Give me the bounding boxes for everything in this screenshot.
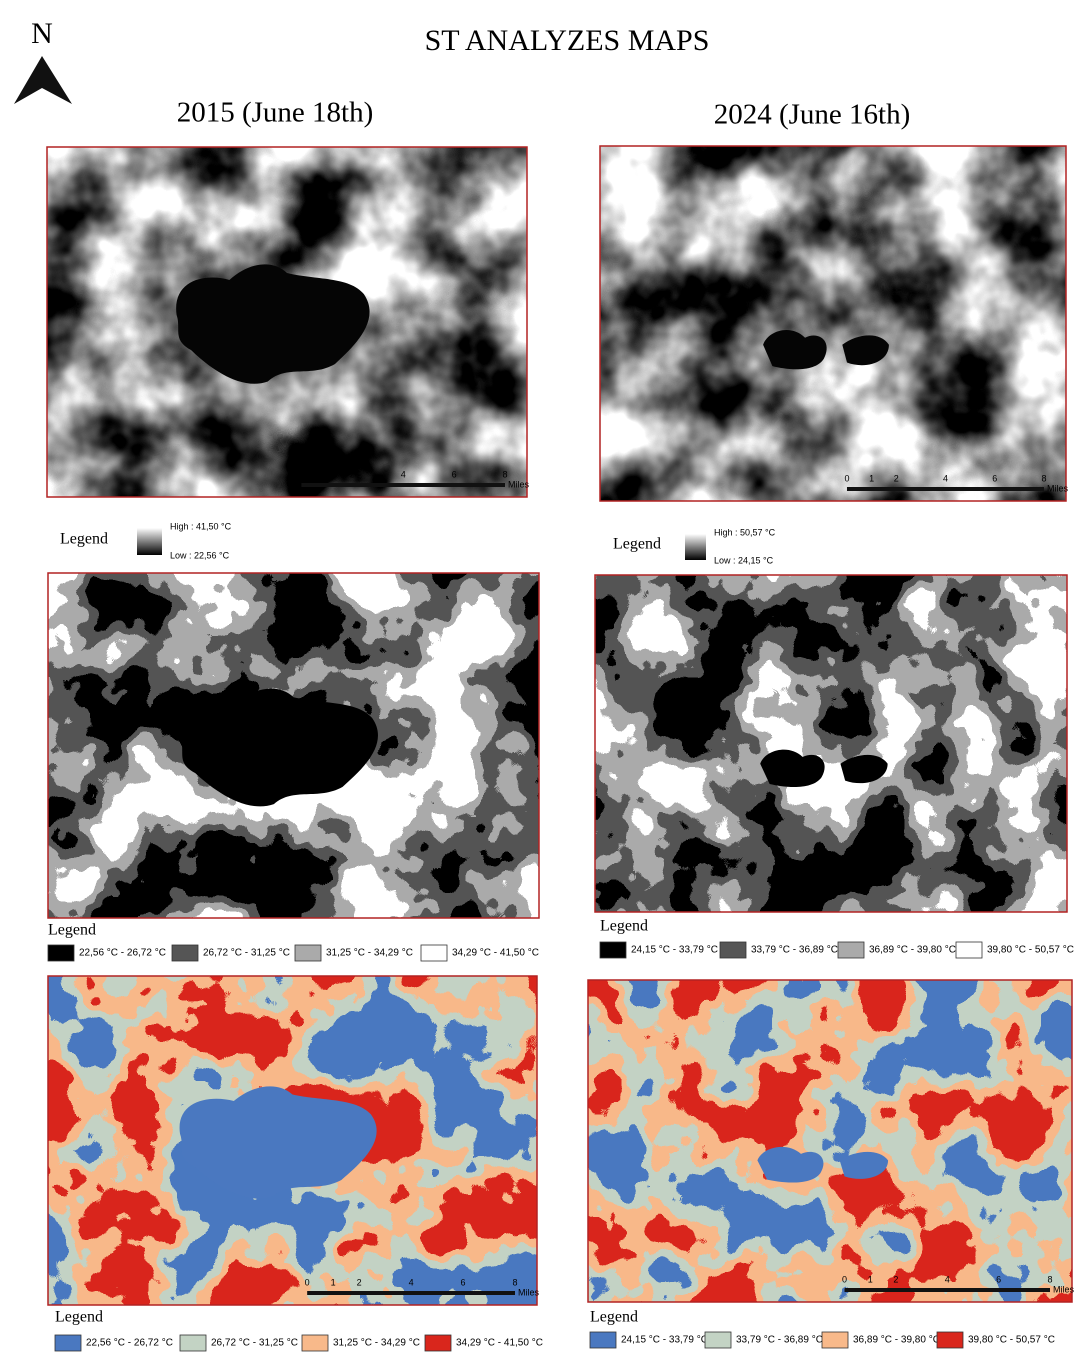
- legend-label: 39,80 °C - 50,57 °C: [987, 945, 1074, 956]
- legend-label: 26,72 °C - 31,25 °C: [211, 1338, 298, 1349]
- scale-bar-unit: Miles: [1053, 1284, 1075, 1294]
- legend-label: 31,25 °C - 34,29 °C: [326, 948, 413, 959]
- legend-low: Low : 24,15 °C: [714, 555, 774, 565]
- scale-bar-label: 6: [452, 469, 457, 479]
- legend-high: High : 50,57 °C: [714, 527, 776, 537]
- scale-bar-label: 6: [461, 1277, 466, 1287]
- legend-title: Legend: [48, 922, 96, 939]
- scale-bar-label: 4: [943, 473, 948, 483]
- scale-bar-label: 0: [842, 1274, 847, 1284]
- scale-bar-label: 2: [350, 469, 355, 479]
- legend-swatch: [180, 1335, 206, 1351]
- scale-bar-label: 0: [305, 1277, 310, 1287]
- legend-swatch: [425, 1335, 451, 1351]
- legend-label: 22,56 °C - 26,72 °C: [79, 948, 166, 959]
- legend-swatch: [421, 945, 447, 961]
- scale-bar: [307, 1291, 515, 1295]
- legend-label: 22,56 °C - 26,72 °C: [86, 1338, 173, 1349]
- scale-bar-label: 8: [1047, 1274, 1052, 1284]
- scale-bar-label: 4: [409, 1277, 414, 1287]
- legend-label: 36,89 °C - 39,80 °C: [853, 1335, 940, 1346]
- scale-bar-label: 2: [893, 1274, 898, 1284]
- scale-bar-label: 2: [894, 473, 899, 483]
- year-label: 2024 (June 16th): [714, 99, 911, 131]
- scale-bar-label: 1: [868, 1274, 873, 1284]
- scale-bar: [847, 487, 1044, 491]
- legend-swatch: [55, 1335, 81, 1351]
- legend-label: 33,79 °C - 36,89 °C: [751, 945, 838, 956]
- scale-bar-unit: Miles: [1047, 483, 1069, 493]
- legend-ramp: [137, 528, 162, 555]
- gray-class-map: [595, 575, 1067, 912]
- legend-label: 39,80 °C - 50,57 °C: [968, 1335, 1055, 1346]
- legend-swatch: [937, 1332, 963, 1348]
- scale-bar-label: 2: [357, 1277, 362, 1287]
- legend-ramp: [685, 534, 706, 560]
- legend-title: Legend: [55, 1309, 103, 1326]
- legend-label: 34,29 °C - 41,50 °C: [456, 1338, 543, 1349]
- scale-bar-label: 6: [996, 1274, 1001, 1284]
- legend-swatch: [705, 1332, 731, 1348]
- north-arrow: [14, 56, 72, 104]
- legend-label: 24,15 °C - 33,79 °C: [631, 945, 718, 956]
- scale-bar-label: 4: [945, 1274, 950, 1284]
- legend-swatch: [48, 945, 74, 961]
- legend-low: Low : 22,56 °C: [170, 550, 230, 560]
- figure: N ST ANALYZES MAPS 2015 (June 18th) 0 1 2 4 6…: [0, 0, 1075, 1356]
- scale-bar-unit: Miles: [508, 479, 530, 489]
- legend-swatch: [720, 942, 746, 958]
- legend-label: 33,79 °C - 36,89 °C: [736, 1335, 823, 1346]
- scale-bar-label: 1: [869, 473, 874, 483]
- legend-label: 36,89 °C - 39,80 °C: [869, 945, 956, 956]
- legend-swatch: [822, 1332, 848, 1348]
- north-label: N: [31, 17, 53, 50]
- figure-title: ST ANALYZES MAPS: [425, 24, 710, 57]
- scale-bar: [301, 483, 505, 487]
- legend-title: Legend: [590, 1309, 638, 1326]
- scale-bar-label: 8: [512, 1277, 517, 1287]
- lst-map: [600, 146, 1066, 501]
- scale-bar-label: 0: [844, 473, 849, 483]
- legend-label: 26,72 °C - 31,25 °C: [203, 948, 290, 959]
- year-label: 2015 (June 18th): [177, 97, 374, 129]
- scale-bar-label: 8: [502, 469, 507, 479]
- legend-swatch: [295, 945, 321, 961]
- legend-label: 34,29 °C - 41,50 °C: [452, 948, 539, 959]
- legend-title: Legend: [600, 918, 648, 935]
- legend-high: High : 41,50 °C: [170, 521, 232, 531]
- scale-bar-label: 4: [401, 469, 406, 479]
- scale-bar-label: 0: [299, 469, 304, 479]
- legend-label: 24,15 °C - 33,79 °C: [621, 1335, 708, 1346]
- legend-swatch: [838, 942, 864, 958]
- legend-swatch: [172, 945, 198, 961]
- legend-title: Legend: [60, 531, 108, 548]
- scale-bar-label: 1: [331, 1277, 336, 1287]
- scale-bar: [845, 1288, 1050, 1292]
- scale-bar-label: 8: [1041, 473, 1046, 483]
- legend-swatch: [956, 942, 982, 958]
- scale-bar-label: 6: [992, 473, 997, 483]
- legend-label: 31,25 °C - 34,29 °C: [333, 1338, 420, 1349]
- scale-bar-label: 1: [324, 469, 329, 479]
- scale-bar-unit: Miles: [518, 1287, 540, 1297]
- legend-title: Legend: [613, 536, 661, 553]
- legend-swatch: [590, 1332, 616, 1348]
- legend-swatch: [600, 942, 626, 958]
- color-class-map: [588, 980, 1072, 1302]
- legend-swatch: [302, 1335, 328, 1351]
